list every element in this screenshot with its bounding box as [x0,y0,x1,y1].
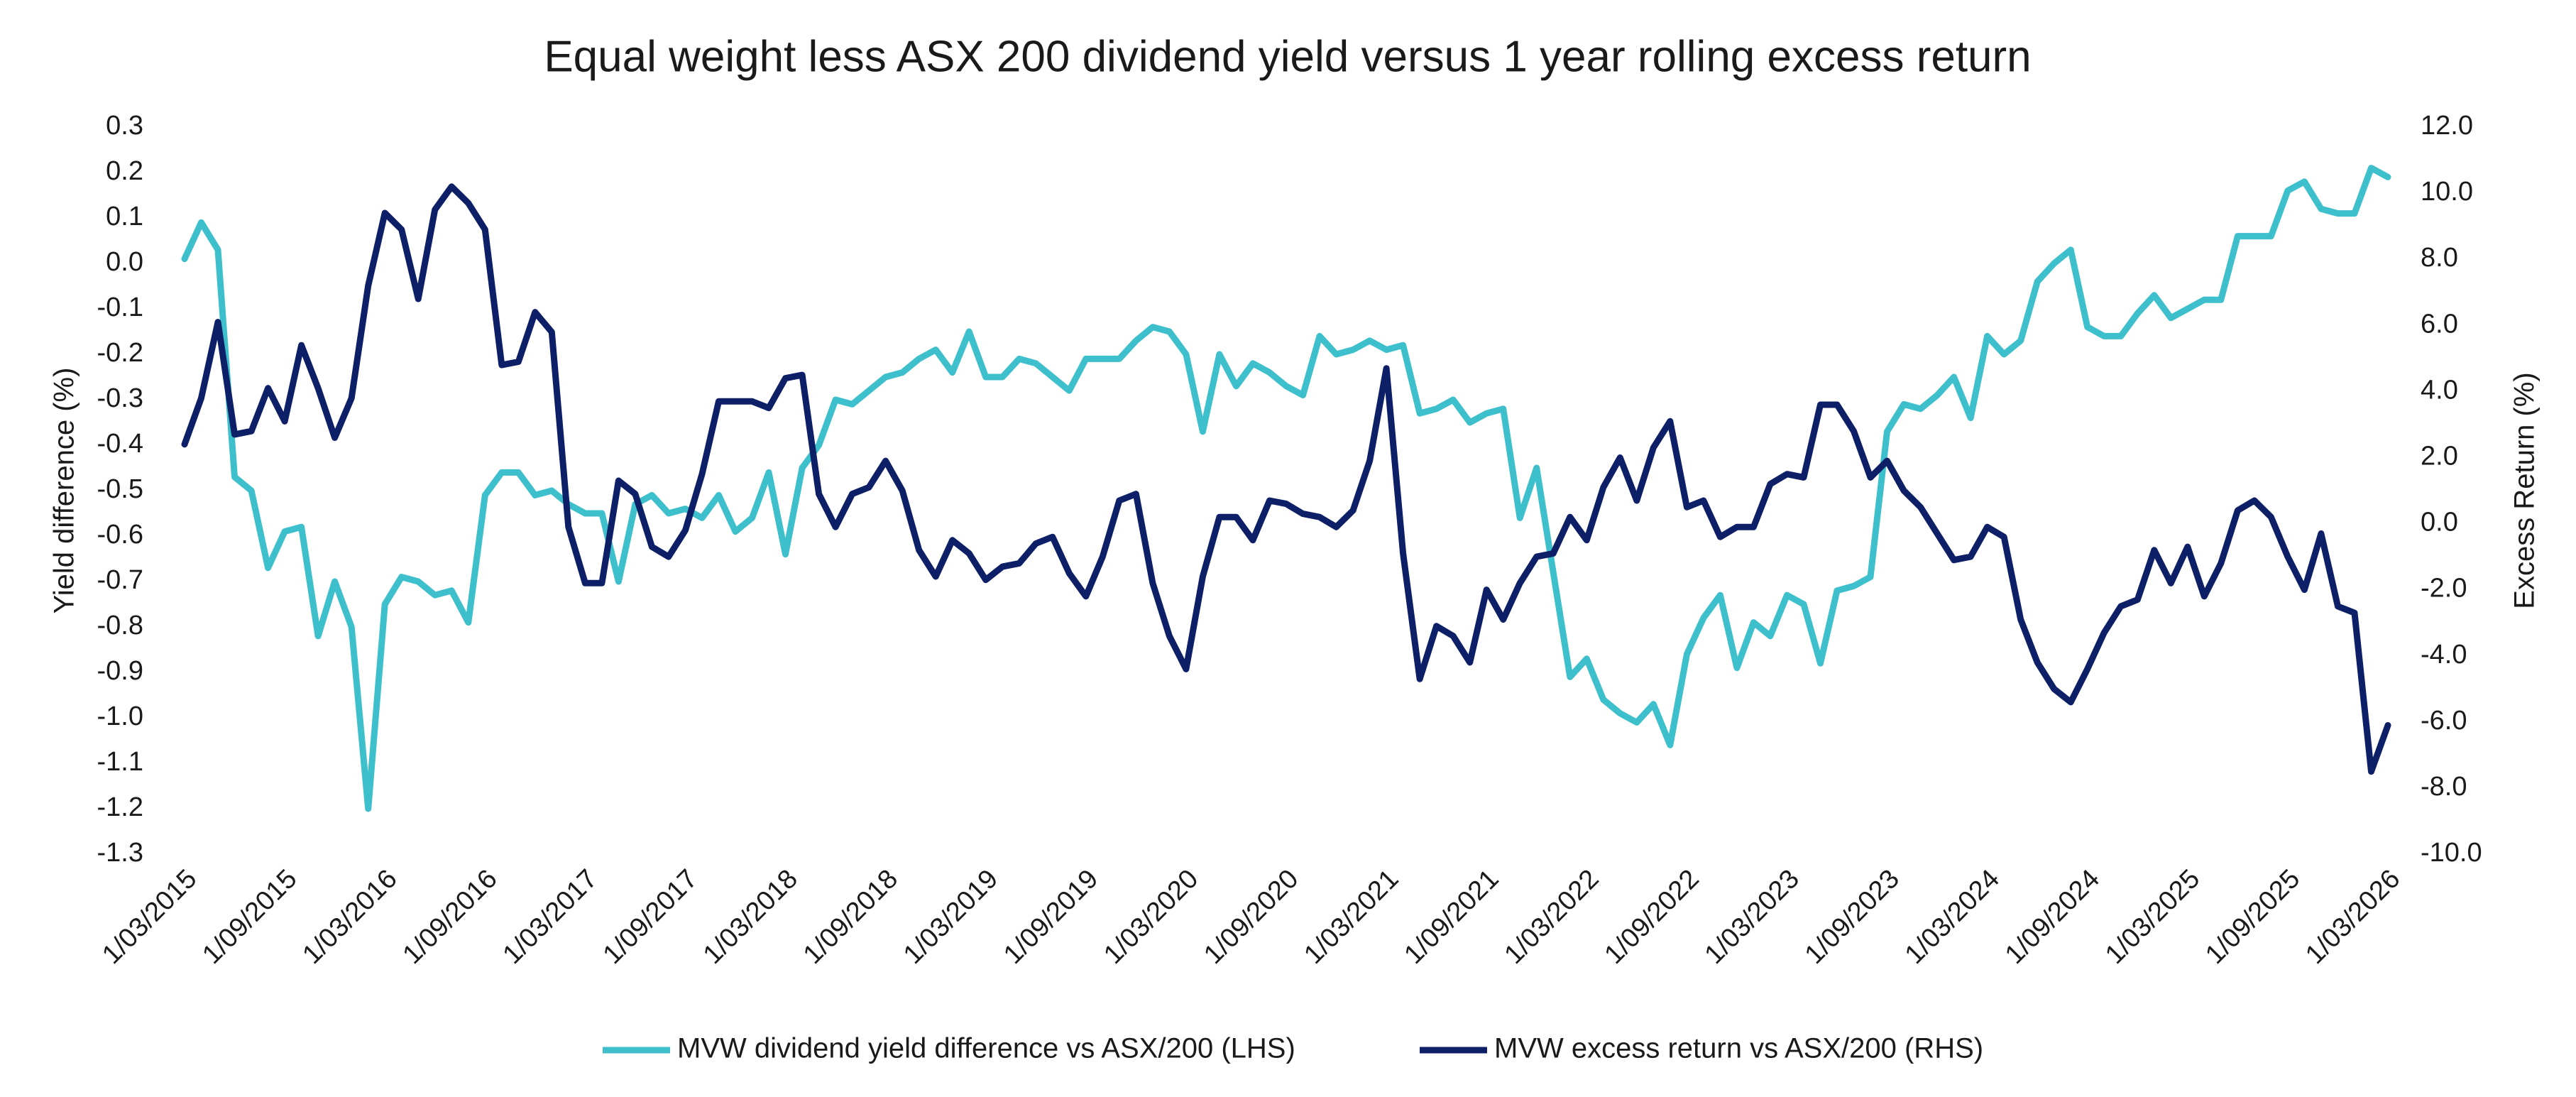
legend-label: MVW dividend yield difference vs ASX/200… [677,1033,1295,1064]
x-tick-label: 1/09/2017 [598,864,703,970]
y-axis-title: Yield difference (%) [49,368,80,614]
y-tick-label: -1.0 [97,702,143,731]
y-tick-label: -0.6 [97,520,143,550]
y2-tick-label: 0.0 [2421,508,2458,537]
x-tick-label: 1/09/2023 [1799,864,1905,970]
x-tick-label: 1/09/2022 [1599,864,1705,970]
x-tick-label: 1/03/2015 [97,864,202,970]
x-tick-label: 1/09/2019 [998,864,1104,970]
y2-tick-label: 2.0 [2421,441,2458,471]
x-tick-label: 1/03/2023 [1699,864,1805,970]
x-tick-label: 1/03/2021 [1298,864,1404,970]
series-line [181,183,2391,775]
y-tick-label: -0.4 [97,429,143,459]
chart-title: Equal weight less ASX 200 dividend yield… [544,32,2031,81]
y2-tick-label: 6.0 [2421,309,2458,339]
y-tick-label: -0.7 [97,565,143,595]
y2-axis-title: Excess Return (%) [2509,372,2541,608]
x-tick-label: 1/03/2018 [698,864,804,970]
x-tick-label: 1/03/2024 [1900,864,2005,970]
y-tick-label: -1.2 [97,792,143,822]
y2-tick-label: 10.0 [2421,177,2473,207]
legend-label: MVW excess return vs ASX/200 (RHS) [1494,1033,1983,1064]
x-tick-label: 1/09/2025 [2200,864,2306,970]
x-tick-label: 1/03/2019 [898,864,1004,970]
x-tick-label: 1/03/2016 [297,864,402,970]
x-tick-label: 1/03/2017 [498,864,603,970]
y-tick-label: -0.8 [97,611,143,640]
y-tick-label: 0.1 [106,202,143,231]
x-tick-label: 1/09/2015 [197,864,302,970]
y-tick-label: -1.1 [97,747,143,777]
y-tick-label: -0.9 [97,656,143,686]
x-tick-label: 1/09/2016 [397,864,503,970]
x-tick-label: 1/03/2026 [2300,864,2406,970]
y-tick-label: 0.2 [106,156,143,186]
y2-tick-label: -8.0 [2421,772,2467,802]
x-tick-label: 1/03/2025 [2100,864,2205,970]
y-tick-label: -0.3 [97,383,143,413]
x-tick-label: 1/09/2024 [2000,864,2105,970]
y-tick-label: 0.0 [106,247,143,277]
x-tick-label: 1/03/2022 [1498,864,1604,970]
y-tick-label: -0.1 [97,293,143,322]
y2-tick-label: -6.0 [2421,706,2467,736]
y-tick-label: 0.3 [106,111,143,141]
y-tick-label: -0.5 [97,474,143,504]
y2-tick-label: 8.0 [2421,243,2458,273]
y2-tick-label: 4.0 [2421,375,2458,405]
y2-tick-label: -10.0 [2421,838,2482,868]
x-tick-label: 1/03/2020 [1098,864,1204,970]
y-tick-label: -1.3 [97,838,143,868]
y-tick-label: -0.2 [97,338,143,368]
y2-tick-label: -4.0 [2421,640,2467,670]
x-tick-label: 1/09/2021 [1398,864,1504,970]
x-tick-label: 1/09/2018 [798,864,904,970]
y2-tick-label: 12.0 [2421,111,2473,141]
y2-tick-label: -2.0 [2421,574,2467,604]
x-tick-label: 1/09/2020 [1198,864,1304,970]
series-line [181,165,2391,812]
